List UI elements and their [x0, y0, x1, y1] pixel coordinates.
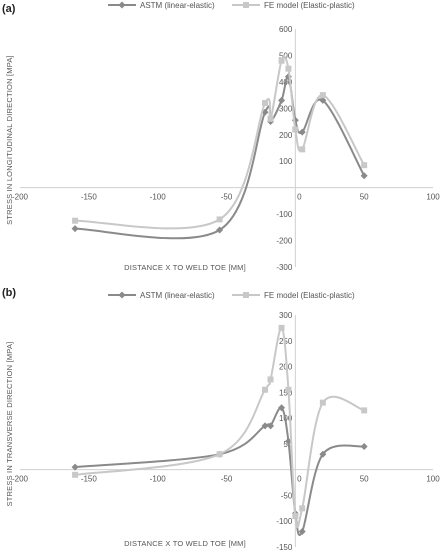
x-tick-label: -150: [81, 193, 98, 202]
data-point-square: [319, 92, 326, 99]
data-point-diamond: [360, 442, 368, 450]
chart-panel-b: (b) -200 -150 -100 -50 0 50 100 -150 -100 -50 50 10…: [0, 284, 444, 550]
data-point-diamond: [71, 225, 79, 233]
legend-entry-label: FE model (Elastic-plastic): [264, 291, 355, 300]
y-tick-label: -150: [276, 543, 293, 550]
diamond-marker-icon: [118, 291, 126, 299]
x-tick-label: -100: [150, 475, 167, 484]
legend: ASTM (linear-elastic) FE model (Elastic-p…: [108, 291, 355, 300]
data-point-diamond: [319, 450, 327, 458]
data-point-square: [262, 386, 269, 393]
x-tick-label: 50: [360, 193, 369, 202]
data-point-square: [299, 505, 306, 512]
data-point-square: [299, 146, 306, 153]
data-point-square: [285, 65, 292, 72]
x-tick-label: -200: [12, 193, 29, 202]
x-tick-label: -150: [81, 475, 98, 484]
chart-a-svg: -200 -150 -100 -50 0 50 100 -300 -200 -100 100 200 3…: [5, 1, 440, 272]
y-tick-label: -300: [276, 263, 293, 272]
x-axis-title: DISTANCE X TO WELD TOE [MM]: [124, 539, 246, 548]
data-point-diamond: [278, 404, 286, 412]
panel-label: (a): [2, 3, 16, 15]
x-tick-label: 100: [426, 475, 440, 484]
x-tick-label: 100: [426, 193, 440, 202]
chart-b-svg: -200 -150 -100 -50 0 50 100-150-100-5050100150…: [5, 291, 440, 550]
data-point-square: [216, 451, 223, 458]
series-line: [74, 326, 365, 529]
data-point-diamond: [261, 422, 269, 430]
data-point-square: [278, 324, 285, 331]
data-point-square: [216, 216, 223, 223]
y-tick-label: 300: [279, 311, 293, 320]
y-tick-label: -100: [276, 210, 293, 219]
square-marker-icon: [243, 2, 249, 8]
data-point-square: [72, 217, 79, 224]
data-point-square: [72, 471, 79, 478]
y-tick-label: 200: [279, 131, 293, 140]
data-point-square: [361, 407, 368, 414]
y-tick-label: -50: [281, 491, 293, 500]
data-point-square: [267, 115, 274, 122]
data-point-square: [267, 376, 274, 383]
y-tick-label: 250: [279, 337, 293, 346]
legend-entry-label: ASTM (linear-elastic): [140, 291, 215, 300]
y-axis-title: STRESS IN LONGITUDINAL DIRECTION [MPA]: [5, 55, 14, 225]
data-point-square: [319, 399, 326, 406]
x-tick-label: 50: [360, 475, 369, 484]
x-tick-label: -50: [221, 475, 233, 484]
diamond-marker-icon: [118, 1, 126, 9]
y-tick-label: 500: [279, 51, 293, 60]
data-point-square: [262, 100, 269, 107]
legend: ASTM (linear-elastic) FE model (Elastic-p…: [108, 1, 355, 10]
series-line: [75, 55, 366, 230]
legend-entry-label: ASTM (linear-elastic): [140, 1, 215, 10]
data-point-diamond: [71, 463, 79, 471]
x-tick-label: -200: [12, 475, 29, 484]
square-marker-icon: [243, 292, 249, 298]
data-point-diamond: [298, 128, 306, 136]
y-tick-label: 150: [279, 388, 293, 397]
y-tick-label: -100: [276, 517, 293, 526]
x-tick-label: 0: [297, 193, 302, 202]
x-tick-label: 0: [297, 475, 302, 484]
data-point-square: [278, 57, 285, 64]
data-point-diamond: [267, 422, 275, 430]
data-point-square: [361, 162, 368, 169]
chart-panel-a: (a) -200 -150 -100 -50 0 50 100 -300 -200 -100 100…: [0, 0, 444, 272]
data-point-square: [292, 513, 299, 520]
data-point-diamond: [360, 172, 368, 180]
y-tick-label: 300: [279, 104, 293, 113]
panel-label: (b): [2, 287, 17, 299]
data-point-diamond: [278, 96, 286, 104]
y-tick-label: -200: [276, 237, 293, 246]
x-tick-label: -50: [221, 193, 233, 202]
x-tick-label: -100: [150, 193, 167, 202]
x-axis-title: DISTANCE X TO WELD TOE [MM]: [124, 263, 246, 272]
data-point-diamond: [298, 528, 306, 536]
y-tick-label: 100: [279, 157, 293, 166]
legend-entry-label: FE model (Elastic-plastic): [264, 1, 355, 10]
data-point-square: [292, 126, 299, 133]
data-point-diamond: [216, 226, 224, 234]
data-point-diamond: [284, 437, 292, 445]
data-point-square: [285, 386, 292, 393]
y-axis-title: STRESS IN TRANSVERSE DIRECTION [MPA]: [5, 342, 14, 507]
data-point-diamond: [319, 96, 327, 104]
y-tick-label: 600: [279, 25, 293, 34]
